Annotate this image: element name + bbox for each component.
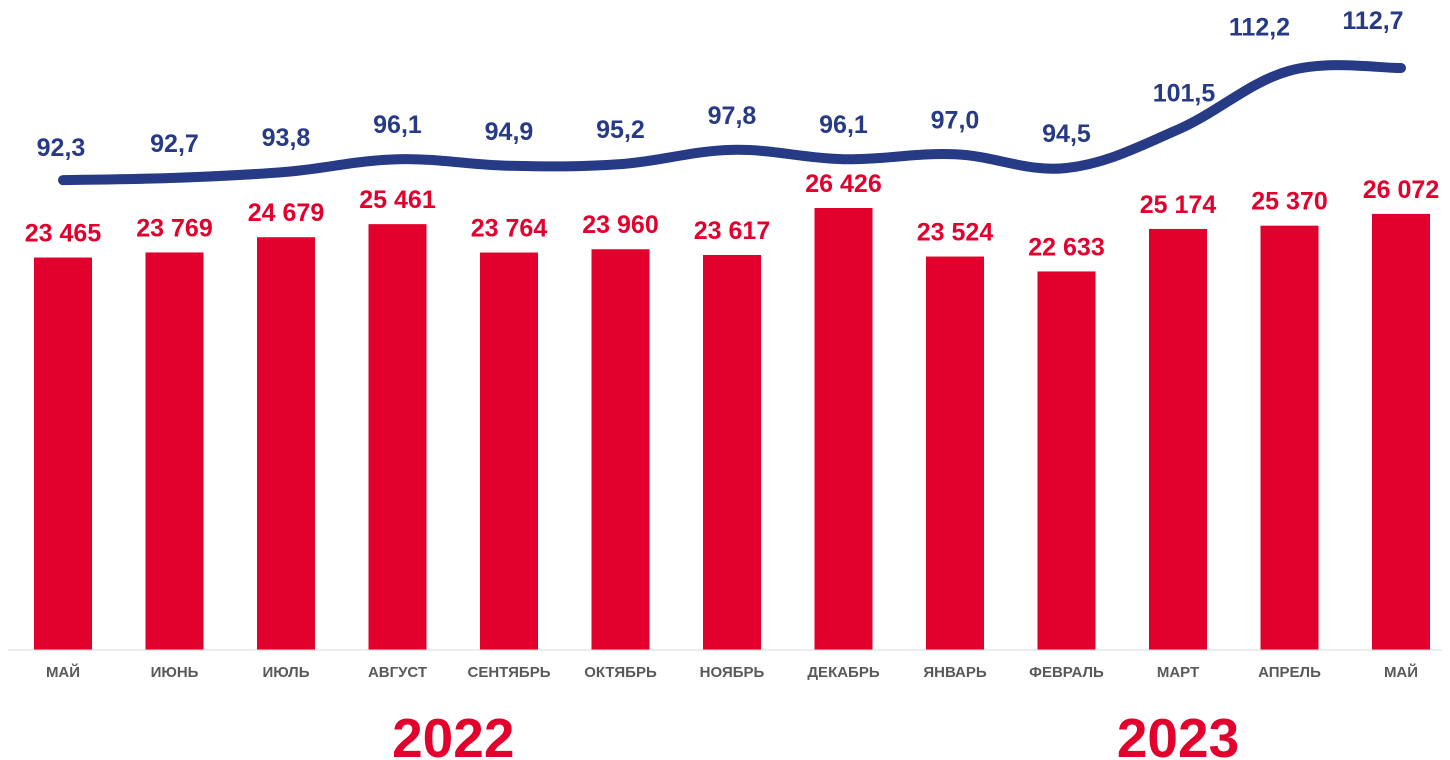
category-label: ИЮЛЬ: [263, 664, 310, 681]
bar-data-label: 24 679: [248, 199, 324, 227]
line-data-label: 94,5: [1042, 120, 1091, 148]
bar: [1037, 271, 1096, 650]
line-data-label: 97,0: [931, 106, 980, 134]
bar: [257, 237, 315, 651]
bar-data-label: 26 072: [1363, 176, 1439, 204]
bar-data-label: 26 426: [805, 170, 881, 198]
line-data-label: 96,1: [373, 111, 422, 139]
line-data-label: 93,8: [262, 124, 311, 152]
category-label: СЕНТЯБРЬ: [468, 664, 551, 681]
line-data-label: 112,2: [1229, 14, 1290, 42]
bar: [1260, 225, 1319, 650]
bar-data-label: 23 960: [582, 211, 658, 239]
category-label: АПРЕЛЬ: [1258, 664, 1321, 681]
bar: [480, 252, 538, 651]
line-data-labels: 92,3 92,7 93,8 96,1 94,9 95,2 97,8 96,1 97,0 94,5…: [37, 7, 1404, 162]
year-label: 2022: [392, 707, 514, 760]
category-label: МАРТ: [1157, 664, 1199, 681]
category-label: АВГУСТ: [368, 664, 427, 681]
category-label: ДЕКАБРЬ: [807, 664, 879, 681]
line-data-label: 92,7: [150, 130, 199, 158]
category-label: ИЮНЬ: [151, 664, 199, 681]
line-data-label: 92,3: [37, 134, 86, 162]
category-label: ЯНВАРЬ: [923, 664, 987, 681]
bar-data-label: 23 769: [136, 214, 212, 242]
bar-data-label: 25 461: [359, 186, 436, 214]
bar: [926, 256, 984, 650]
line-data-label: 112,7: [1342, 7, 1403, 35]
line-data-label: 95,2: [596, 116, 645, 144]
line-data-label: 96,1: [819, 111, 868, 139]
category-label: ОКТЯБРЬ: [584, 664, 657, 681]
bar: [368, 224, 427, 650]
year-label: 2023: [1117, 707, 1239, 760]
line-data-label: 101,5: [1153, 80, 1216, 108]
category-label: ФЕВРАЛЬ: [1029, 664, 1104, 681]
bar: [34, 257, 92, 650]
bar-data-labels: 23 465 23 769 24 679 25 461 23 764 23 960 23 6…: [25, 170, 1439, 261]
bar-data-label: 25 174: [1140, 191, 1217, 219]
bar-series: [34, 208, 1430, 651]
line-series: [58, 60, 1406, 186]
bar: [703, 254, 761, 650]
line-data-label: 94,9: [485, 118, 534, 146]
bar-data-label: 23 764: [471, 215, 548, 243]
bar: [591, 249, 650, 650]
bar: [814, 208, 873, 650]
bar-data-label: 25 370: [1251, 188, 1327, 216]
category-label: НОЯБРЬ: [700, 664, 765, 681]
line-data-label: 97,8: [708, 102, 757, 130]
bar-data-label: 23 465: [25, 220, 102, 248]
category-label: МАЙ: [46, 663, 80, 681]
bar-data-label: 22 633: [1028, 233, 1104, 261]
bar: [1372, 213, 1430, 650]
year-labels: 2022 2023: [392, 707, 1239, 760]
bar: [145, 252, 204, 650]
category-labels: МАЙ ИЮНЬ ИЮЛЬ АВГУСТ СЕНТЯБРЬ ОКТЯБРЬ НОЯБРЬ ДЕ…: [46, 663, 1418, 681]
bar: [1149, 228, 1207, 650]
bar-data-label: 23 617: [694, 217, 770, 245]
bar-data-label: 23 524: [917, 219, 994, 247]
category-label: МАЙ: [1384, 663, 1418, 681]
